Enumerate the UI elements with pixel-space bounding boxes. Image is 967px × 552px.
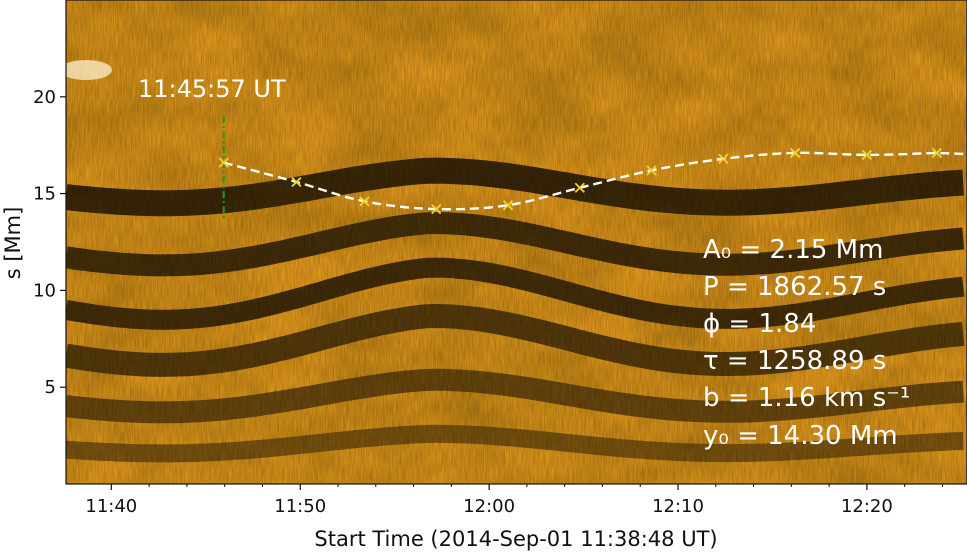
kymograph-image xyxy=(66,0,967,484)
x-axis-label: Start Time (2014-Sep-01 11:38:48 UT) xyxy=(314,527,717,551)
data-point xyxy=(861,149,873,161)
plot-frame xyxy=(65,0,967,485)
x-tick-label: 11:50 xyxy=(274,496,326,517)
x-axis: 11:40 11:50 12:00 12:10 12:20 xyxy=(85,484,943,517)
data-point xyxy=(789,147,801,159)
y-tick-label: 15 xyxy=(33,184,56,205)
data-point xyxy=(359,196,370,207)
data-point xyxy=(718,153,729,164)
y-axis: 5 10 15 20 xyxy=(33,87,66,398)
x-tick-label: 12:10 xyxy=(652,496,704,517)
data-point xyxy=(646,165,657,176)
data-series xyxy=(218,147,942,215)
data-point xyxy=(502,200,514,211)
param-a0: A₀ = 2.15 Mm xyxy=(703,235,883,265)
data-point xyxy=(291,176,302,188)
data-point xyxy=(574,182,585,193)
param-phi: ϕ = 1.84 xyxy=(703,309,816,339)
param-b: b = 1.16 km s⁻¹ xyxy=(703,383,910,413)
x-tick-label: 12:20 xyxy=(841,496,893,517)
y-tick-label: 20 xyxy=(33,87,56,108)
x-tick-label: 12:00 xyxy=(463,496,515,517)
fit-parameters: A₀ = 2.15 Mm P = 1862.57 s ϕ = 1.84 τ = … xyxy=(703,235,910,451)
data-point xyxy=(431,203,442,215)
param-tau: τ = 1258.89 s xyxy=(703,346,886,376)
param-p: P = 1862.57 s xyxy=(703,272,886,302)
y-axis-label: s [Mm] xyxy=(1,207,25,280)
y-tick-label: 5 xyxy=(45,377,56,398)
x-tick-label: 11:40 xyxy=(85,496,137,517)
marker-time-label: 11:45:57 UT xyxy=(138,75,286,103)
data-point xyxy=(218,157,229,168)
y-tick-label: 10 xyxy=(33,280,56,301)
data-point xyxy=(931,147,942,159)
param-y0: y₀ = 14.30 Mm xyxy=(703,421,898,451)
